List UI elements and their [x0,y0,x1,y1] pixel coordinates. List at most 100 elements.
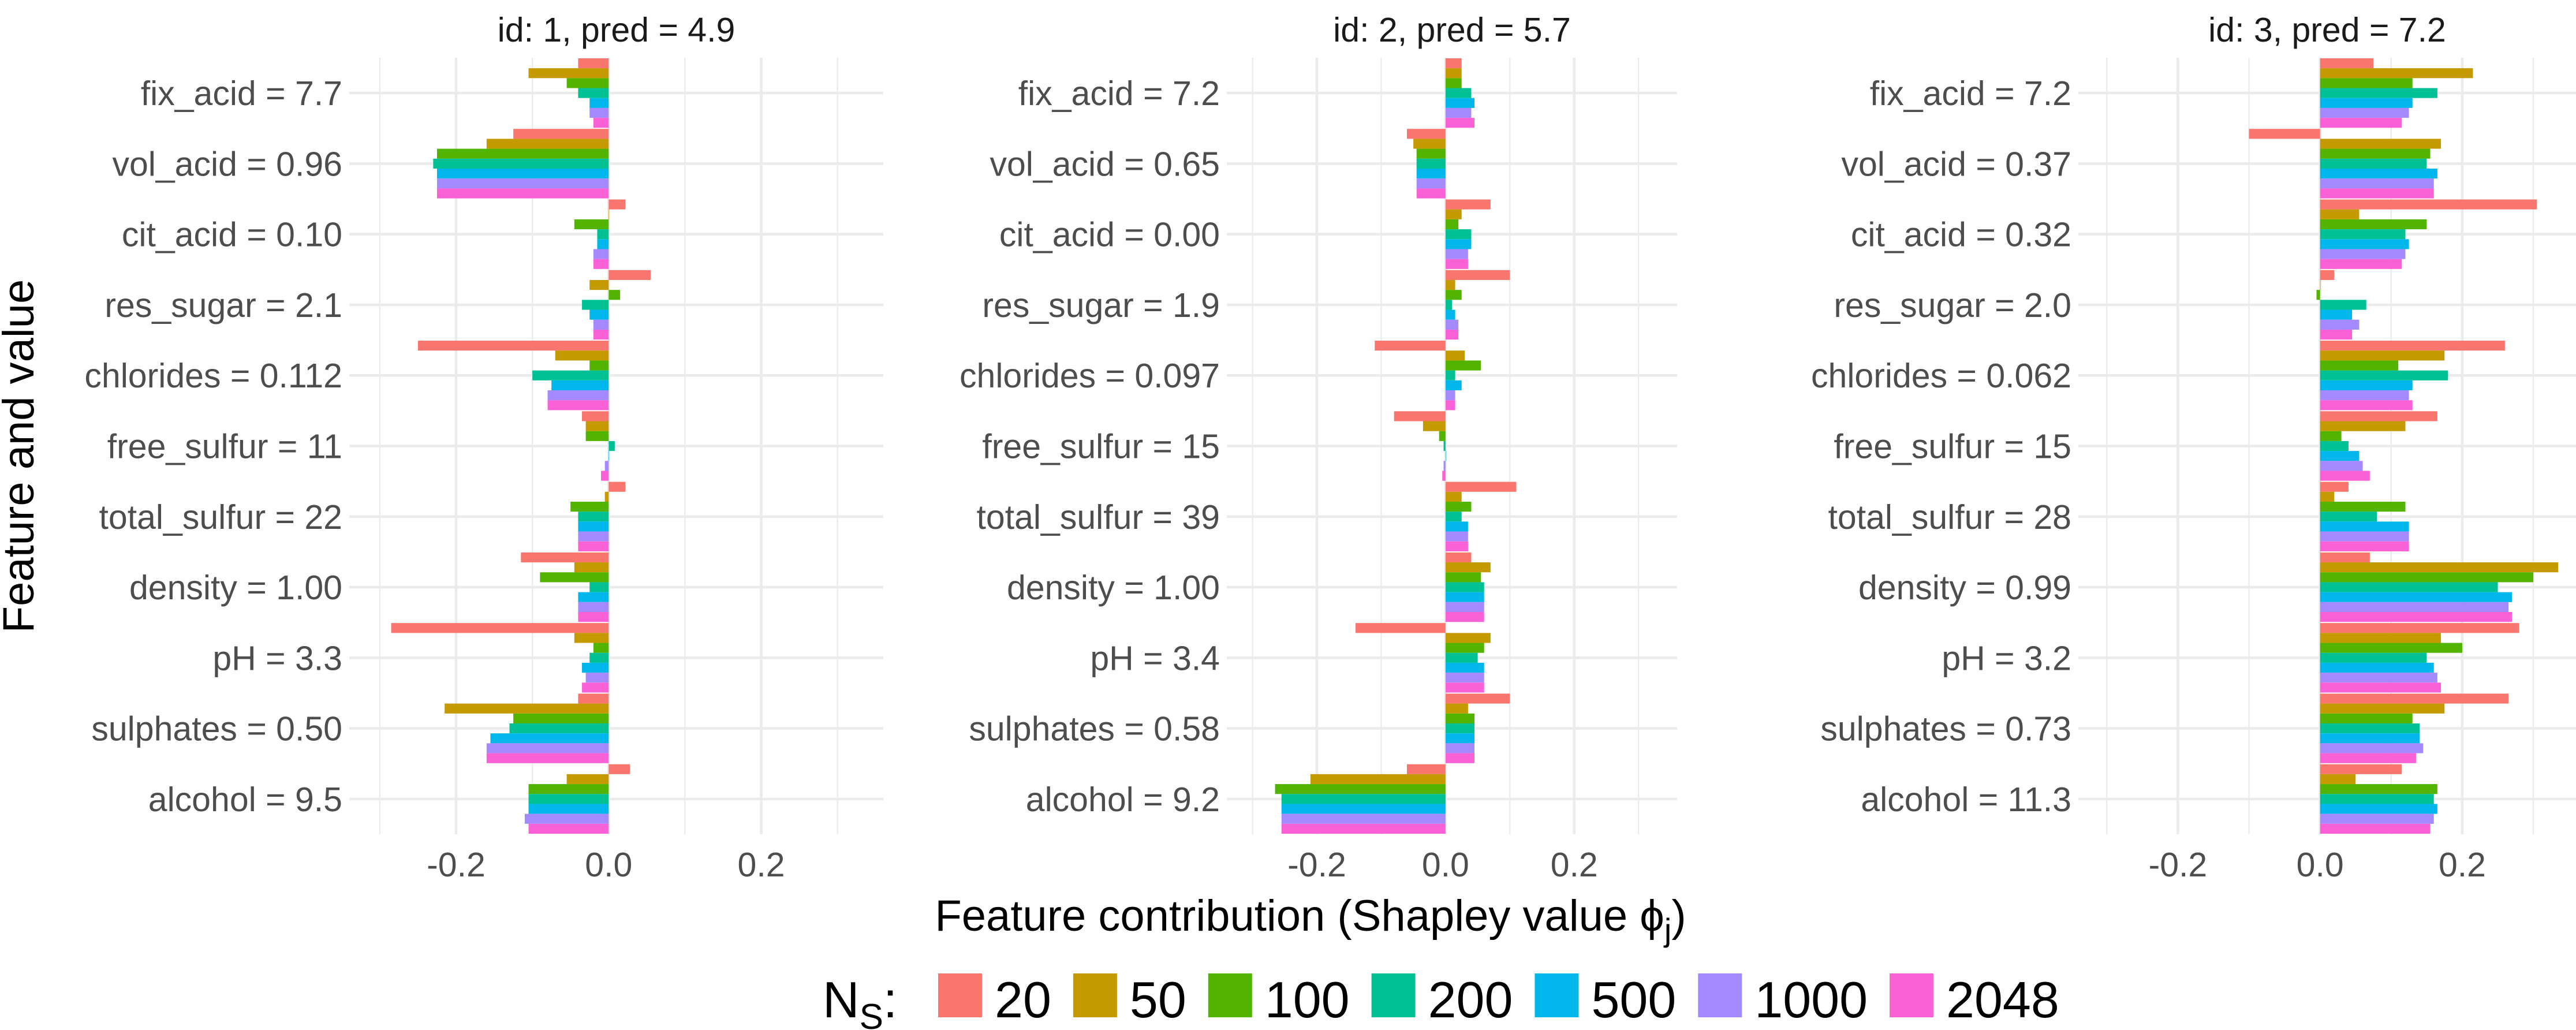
bar-2048 [2320,400,2413,410]
feature-tick-label: total_sulfur = 39 [977,498,1220,536]
bar-50 [2320,703,2445,714]
bar-500 [490,733,609,744]
x-axis-title-suffix: ) [1671,891,1686,941]
bar-1000 [593,249,609,259]
feature-tick-label: fix_acid = 7.2 [1870,74,2071,113]
bar-50 [2320,279,2321,290]
bar-1000 [1445,602,1484,613]
legend-key-1000 [1698,973,1742,1017]
feature-tick-label: total_sulfur = 28 [1828,498,2071,536]
bar-100 [1445,360,1481,371]
bar-200 [1445,88,1472,98]
bar-500 [2320,804,2437,814]
bar-200 [2320,300,2366,310]
bar-100 [1445,290,1462,300]
bar-1000 [547,390,609,401]
feature-tick-label: vol_acid = 0.37 [1841,145,2071,183]
bar-2048 [1442,471,1446,481]
legend-key-20 [938,973,982,1017]
bar-2048 [1281,823,1446,834]
feature-tick-label: pH = 3.4 [1090,639,1220,677]
x-tick-label: 0.0 [2297,846,2344,884]
bar-20 [1407,129,1446,139]
x-axis-title-symbol: ϕ [1640,891,1664,941]
legend-title-suffix: : [883,971,897,1028]
feature-tick-label: fix_acid = 7.2 [1018,74,1220,113]
bar-200 [2320,229,2406,240]
bar-2048 [436,188,609,199]
bar-50 [589,279,609,290]
bar-50 [555,350,609,361]
bar-50 [608,209,610,219]
bar-20 [1355,623,1446,633]
bar-500 [589,309,609,320]
feature-tick-label: cit_acid = 0.10 [122,216,342,254]
bar-100 [1445,78,1462,88]
bar-100 [585,431,609,441]
bar-20 [1375,341,1446,351]
legend-label-20: 20 [995,971,1051,1028]
bar-200 [1281,794,1446,804]
legend-label-1000: 1000 [1754,971,1868,1028]
panel-1: id: 1, pred = 4.9 fix_acid = 7.7 vol_acid … [84,11,883,884]
bar-20 [2320,199,2537,210]
bar-2048 [2320,259,2402,269]
bar-2048 [547,400,609,410]
bar-500 [551,380,609,391]
bar-1000 [1445,107,1472,118]
bar-200 [1445,300,1452,310]
bar-20 [608,270,651,280]
bar-2048 [1445,118,1474,128]
bar-2048 [593,259,609,269]
bar-2048 [2320,188,2434,199]
x-tick-label: -0.2 [2149,846,2208,884]
feature-tick-label: pH = 3.2 [1942,639,2071,677]
bar-2048 [1445,682,1484,693]
legend: NS: 20 50 100 200 500 1000 2048 [823,971,2059,1030]
legend-title-main: N [823,971,860,1028]
legend-label-200: 200 [1428,971,1513,1028]
legend-key-2048 [1890,973,1934,1017]
bar-20 [2320,623,2519,633]
bar-2048 [2320,612,2512,622]
y-axis-title: Feature and value [0,279,43,633]
feature-tick-label: density = 1.00 [1007,569,1220,607]
bar-50 [1445,562,1491,573]
bar-50 [1445,68,1462,79]
bar-1000 [2320,602,2509,613]
bar-100 [570,501,609,512]
bar-200 [1445,370,1455,380]
bar-2048 [1445,753,1474,763]
bar-1000 [1445,319,1459,330]
bar-1000 [2320,107,2409,118]
bar-1000 [604,461,609,471]
bar-200 [532,370,609,380]
bar-20 [417,341,609,351]
bar-200 [2320,723,2420,734]
bar-20 [1445,270,1510,280]
legend-label-50: 50 [1130,971,1186,1028]
bar-50 [1445,209,1462,219]
bar-500 [2320,380,2413,391]
bar-100 [1439,431,1446,441]
bar-2048 [593,329,609,340]
feature-tick-label: fix_acid = 7.7 [141,74,342,113]
bar-1000 [2320,249,2406,259]
bar-200 [589,652,609,663]
bar-200 [1445,512,1462,522]
bar-1000 [593,319,609,330]
bar-50 [1445,279,1455,290]
bar-2048 [1445,259,1468,269]
legend-title-sub: S [860,997,883,1030]
bar-200 [433,158,609,169]
bar-200 [2320,441,2349,451]
bar-20 [2320,552,2370,563]
bar-20 [578,58,609,69]
legend-label-100: 100 [1265,971,1350,1028]
bar-200 [1443,441,1446,451]
bar-100 [513,713,609,723]
bar-2048 [2320,329,2353,340]
x-tick-label: 0.0 [1422,846,1469,884]
x-tick-label: 0.2 [738,846,785,884]
bar-2048 [2320,823,2431,834]
